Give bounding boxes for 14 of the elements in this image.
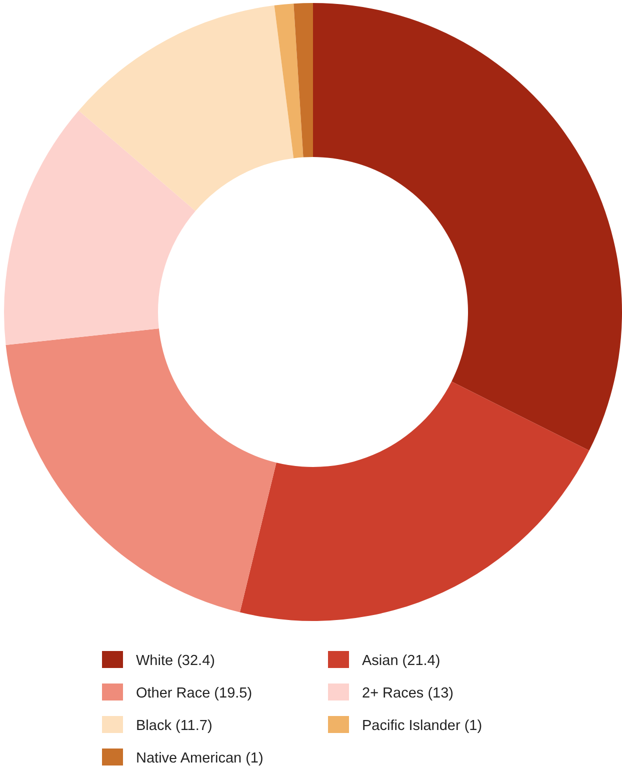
legend-label: 2+ Races (13) — [362, 686, 454, 702]
donut-slice — [313, 3, 622, 451]
legend-label: White (32.4) — [136, 653, 215, 669]
donut-slice — [274, 4, 304, 158]
donut-slice — [294, 3, 313, 158]
legend-label: Native American (1) — [136, 750, 264, 766]
donut-slice — [240, 382, 590, 621]
donut-slice — [4, 110, 196, 345]
legend-label: Black (11.7) — [136, 718, 212, 734]
legend-label: Other Race (19.5) — [136, 686, 252, 702]
legend-label: Pacific Islander (1) — [362, 718, 482, 734]
legend-label: Asian (21.4) — [362, 653, 440, 669]
donut-slice — [6, 328, 276, 612]
donut-slice — [78, 5, 294, 211]
